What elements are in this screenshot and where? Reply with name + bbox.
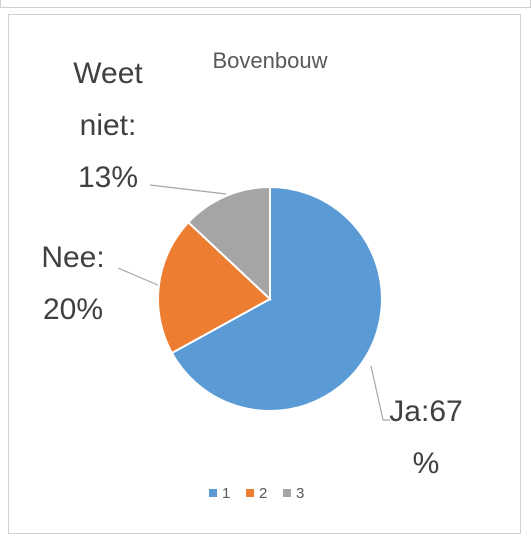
chart-title: Bovenbouw <box>213 48 328 73</box>
leader-line <box>149 184 227 195</box>
legend-label: 3 <box>296 485 304 502</box>
leader-line <box>370 365 390 421</box>
legend-swatch <box>246 489 254 497</box>
data-label: Weet niet: 13% <box>73 57 143 194</box>
data-label: Ja:67% <box>389 395 463 480</box>
pie-slice <box>186 185 271 302</box>
pie-slice <box>157 220 272 355</box>
legend-swatch <box>209 489 217 497</box>
pie-slice <box>170 185 383 412</box>
legend-swatch <box>283 489 291 497</box>
legend-label: 2 <box>259 485 267 502</box>
data-label: Nee: 20% <box>41 241 105 326</box>
leader-line <box>117 267 161 287</box>
legend-label: 1 <box>222 485 230 502</box>
